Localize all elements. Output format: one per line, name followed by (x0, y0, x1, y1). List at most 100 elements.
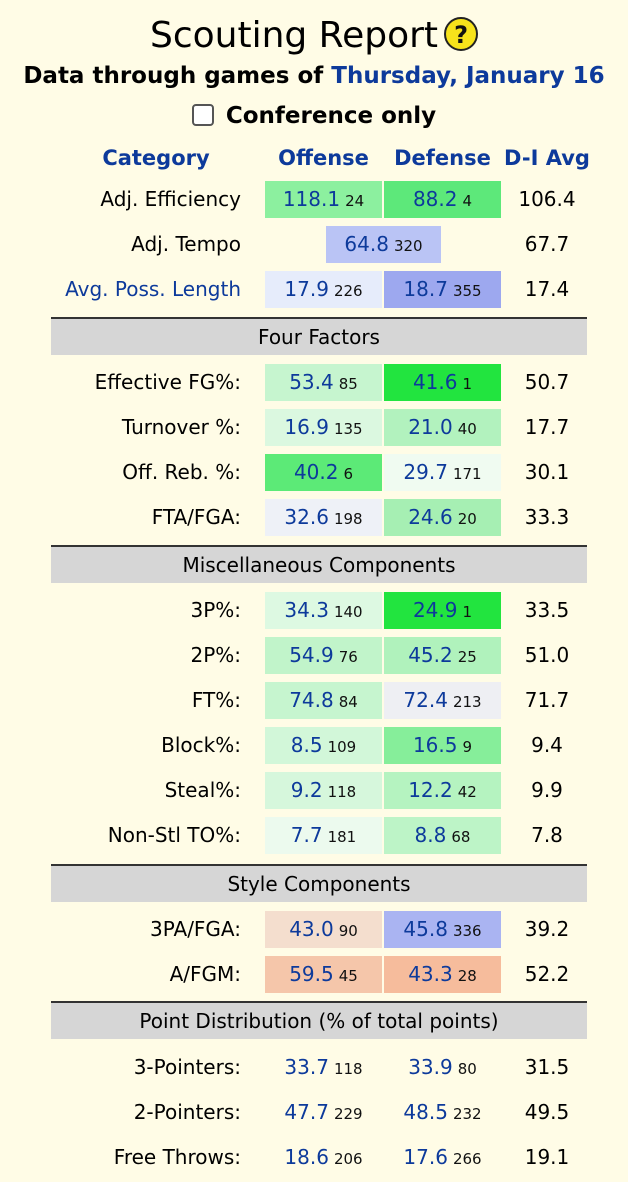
defense-cell-value: 21.0 (408, 415, 453, 439)
stat-row: Off. Reb. %: 40.2 6 29.7 171 30.1 (0, 454, 628, 491)
defense-cell: 45.2 25 (384, 637, 501, 674)
offense-cell-rank: 45 (338, 967, 358, 985)
stat-label: Non-Stl TO%: (107, 823, 241, 847)
d1-avg-cell: 71.7 (524, 688, 570, 712)
offense-cell-rank: 181 (327, 828, 357, 846)
stat-label: A/FGM: (169, 962, 241, 986)
defense-cell: 18.7 355 (384, 271, 501, 308)
defense-cell: 48.5 232 (384, 1094, 501, 1131)
offense-cell-value: 59.5 (289, 962, 334, 986)
stat-row: 2P%: 54.9 76 45.2 25 51.0 (0, 637, 628, 674)
conference-only-checkbox[interactable] (191, 104, 214, 126)
offense-cell-rank: 229 (333, 1105, 363, 1123)
d1-avg-cell: 9.9 (531, 778, 563, 802)
defense-cell-rank: 336 (452, 922, 482, 940)
offense-cell-rank: 84 (338, 693, 358, 711)
d1-avg-cell: 33.5 (524, 598, 570, 622)
offense-cell: 32.6 198 (265, 499, 382, 536)
offense-cell: 7.7 181 (265, 817, 382, 854)
stat-label: 3PA/FGA: (150, 917, 241, 941)
d1-avg-cell: 67.7 (524, 232, 570, 256)
stat-label: Block%: (161, 733, 241, 757)
offense-cell-rank: 85 (338, 375, 358, 393)
offense-cell-value: 40.2 (293, 460, 339, 484)
stat-row: FTA/FGA: 32.6 198 24.6 20 33.3 (0, 499, 628, 536)
d1-avg-cell: 31.5 (524, 1055, 570, 1079)
stat-row: Adj. Tempo 64.8 320 67.7 (0, 226, 628, 263)
section-four-factors: Four Factors (51, 317, 587, 355)
d1-avg-cell: 33.3 (524, 505, 570, 529)
defense-cell: 17.6 266 (384, 1139, 501, 1176)
offense-cell-rank: 76 (338, 648, 358, 666)
offense-cell: 54.9 76 (265, 637, 382, 674)
data-through-date-link[interactable]: Thursday, January 16 (331, 63, 605, 89)
d1-avg-cell: 49.5 (524, 1100, 570, 1124)
offense-cell-value: 74.8 (289, 688, 334, 712)
column-header-offense: Offense (278, 146, 369, 170)
defense-cell-value: 12.2 (408, 778, 453, 802)
offense-cell-rank: 135 (333, 420, 363, 438)
defense-cell: 21.0 40 (384, 409, 501, 446)
defense-cell-value: 17.6 (403, 1145, 448, 1169)
d1-avg-cell: 17.7 (524, 415, 570, 439)
column-header-category: Category (102, 146, 210, 170)
offense-cell: 47.7 229 (265, 1094, 382, 1131)
offense-cell-value: 32.6 (284, 505, 329, 529)
offense-cell-value: 34.3 (284, 598, 329, 622)
offense-cell-value: 47.7 (284, 1100, 329, 1124)
offense-cell-rank: 206 (333, 1150, 363, 1168)
defense-cell-rank: 1 (462, 603, 473, 621)
defense-cell: 16.5 9 (384, 727, 501, 764)
offense-cell-value: 33.7 (284, 1055, 329, 1079)
defense-cell: 24.9 1 (384, 592, 501, 629)
defense-cell: 88.2 4 (384, 181, 501, 218)
offense-cell-value: 9.2 (290, 778, 323, 802)
stat-row: Free Throws: 18.6 206 17.6 266 19.1 (0, 1139, 628, 1176)
defense-cell: 8.8 68 (384, 817, 501, 854)
stat-label: Steal%: (164, 778, 241, 802)
d1-avg-cell: 39.2 (524, 917, 570, 941)
defense-cell-rank: 80 (457, 1060, 477, 1078)
stat-label: Effective FG%: (94, 370, 241, 394)
stat-label-link[interactable]: Avg. Poss. Length (65, 277, 241, 301)
defense-cell-value: 72.4 (403, 688, 448, 712)
offense-cell-rank: 90 (338, 922, 358, 940)
stat-row: 3-Pointers: 33.7 118 33.9 80 31.5 (0, 1049, 628, 1086)
offense-cell-rank: 118 (333, 1060, 363, 1078)
defense-cell-rank: 4 (462, 192, 473, 210)
offense-cell: 16.9 135 (265, 409, 382, 446)
offense-cell-rank: 140 (333, 603, 363, 621)
offense-cell: 59.5 45 (265, 956, 382, 993)
stat-label: Adj. Tempo (131, 232, 241, 256)
offense-cell: 8.5 109 (265, 727, 382, 764)
stat-row: Effective FG%: 53.4 85 41.6 1 50.7 (0, 364, 628, 401)
defense-cell-rank: 213 (452, 693, 482, 711)
offense-cell-value: 18.6 (284, 1145, 329, 1169)
defense-cell-rank: 266 (452, 1150, 482, 1168)
defense-cell: 43.3 28 (384, 956, 501, 993)
stat-row: 3PA/FGA: 43.0 90 45.8 336 39.2 (0, 911, 628, 948)
defense-cell-rank: 28 (457, 967, 477, 985)
page-title-text: Scouting Report (149, 15, 439, 56)
offense-cell: 17.9 226 (265, 271, 382, 308)
column-header-defense: Defense (394, 146, 491, 170)
d1-avg-cell: 51.0 (524, 643, 570, 667)
stat-label: 2P%: (190, 643, 241, 667)
defense-cell-rank: 68 (451, 828, 471, 846)
defense-cell-rank: 20 (457, 510, 477, 528)
defense-cell-value: 45.2 (408, 643, 453, 667)
conference-only-label: Conference only (225, 103, 437, 129)
offense-cell: 18.6 206 (265, 1139, 382, 1176)
offense-cell-rank: 109 (327, 738, 357, 756)
stat-row: 2-Pointers: 47.7 229 48.5 232 49.5 (0, 1094, 628, 1131)
defense-cell-value: 18.7 (403, 277, 448, 301)
offense-cell-rank: 24 (345, 192, 365, 210)
data-through-line: Data through games of Thursday, January … (0, 60, 628, 92)
offense-cell-value: 54.9 (289, 643, 334, 667)
d1-avg-cell: 19.1 (524, 1145, 570, 1169)
defense-cell-value: 45.8 (403, 917, 448, 941)
defense-cell-value: 29.7 (403, 460, 448, 484)
conference-only-toggle[interactable]: Conference only (0, 100, 628, 132)
help-icon[interactable]: ? (444, 17, 479, 51)
stat-row: A/FGM: 59.5 45 43.3 28 52.2 (0, 956, 628, 993)
